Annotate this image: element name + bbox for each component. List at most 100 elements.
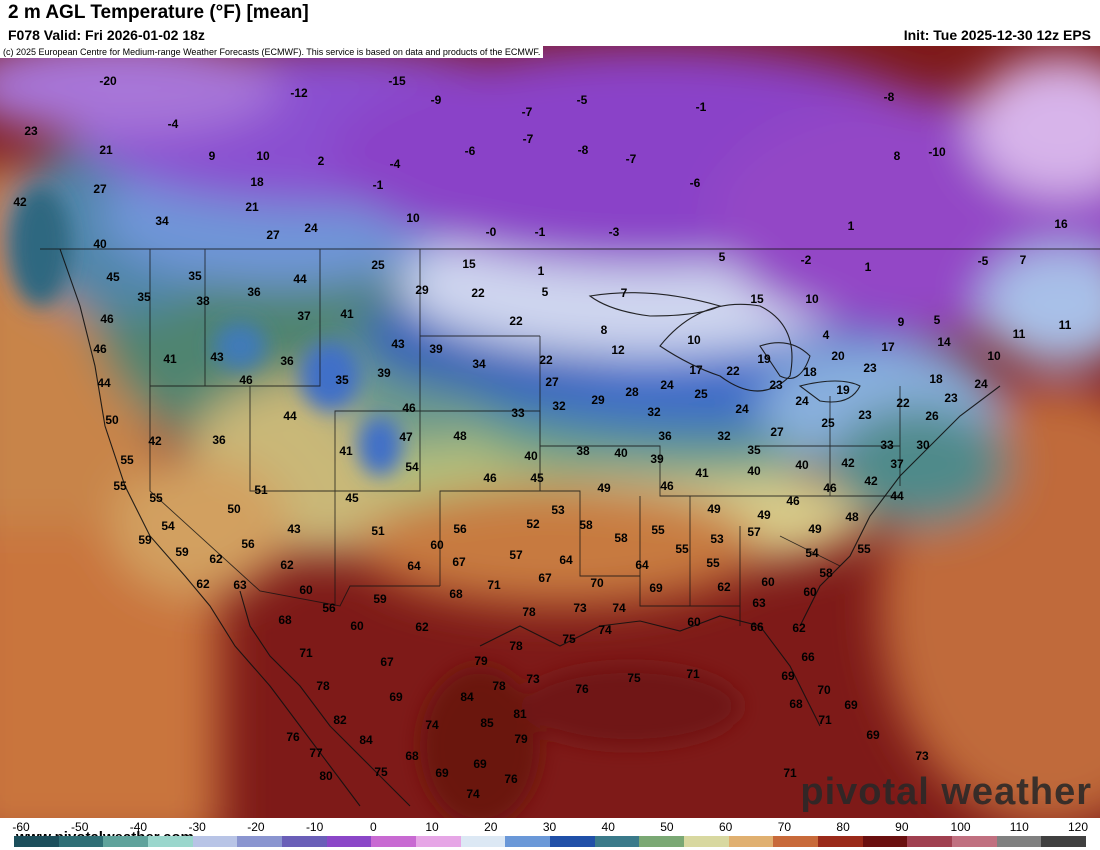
temperature-label: -3 — [608, 225, 620, 239]
temperature-label: 68 — [789, 697, 803, 711]
temperature-label: 78 — [509, 639, 523, 653]
temperature-label: 10 — [987, 349, 1001, 363]
temperature-label: 7 — [1019, 253, 1027, 267]
temperature-label: 35 — [188, 269, 202, 283]
temperature-label: 69 — [389, 690, 403, 704]
temperature-label: 66 — [750, 620, 764, 634]
temperature-label: 29 — [591, 393, 605, 407]
temperature-label: 15 — [462, 257, 476, 271]
temperature-label: 62 — [209, 552, 223, 566]
colorbar-swatch — [148, 836, 193, 847]
temperature-label: 38 — [576, 444, 590, 458]
temperature-label: 69 — [844, 698, 858, 712]
temperature-label: 41 — [339, 444, 353, 458]
temperature-label: 40 — [747, 464, 761, 478]
temperature-label: 4 — [822, 328, 830, 342]
temperature-label: 34 — [155, 214, 169, 228]
temperature-label: -6 — [689, 176, 701, 190]
colorbar-swatch — [505, 836, 551, 847]
temperature-label: 28 — [625, 385, 639, 399]
colorbar-tick: 110 — [1009, 820, 1029, 834]
temperature-label: 78 — [522, 605, 536, 619]
colorbar-swatch — [282, 836, 327, 847]
temperature-label: 68 — [278, 613, 292, 627]
temperature-label: 46 — [93, 342, 107, 356]
colorbar-swatch — [818, 836, 863, 847]
temperature-label: 67 — [452, 555, 466, 569]
colorbar-swatch — [907, 836, 953, 847]
temperature-label: 73 — [915, 749, 929, 763]
temperature-label: 22 — [471, 286, 485, 300]
valid-time: F078 Valid: Fri 2026-01-02 18z — [8, 27, 205, 43]
temperature-label: 71 — [686, 667, 700, 681]
temperature-label: 19 — [836, 383, 850, 397]
temperature-label: 60 — [299, 583, 313, 597]
temperature-label: 37 — [297, 309, 311, 323]
colorbar-swatch — [996, 836, 1042, 847]
colorbar-tick: 90 — [895, 820, 909, 834]
temperature-label: 32 — [717, 429, 731, 443]
temperature-label: 71 — [487, 578, 501, 592]
temperature-label: 45 — [530, 471, 544, 485]
temperature-label: 14 — [937, 335, 951, 349]
temperature-label: 60 — [687, 615, 701, 629]
temperature-label: 10 — [687, 333, 701, 347]
temperature-label: 80 — [319, 769, 333, 783]
temperature-label: 59 — [138, 533, 152, 547]
temperature-label: 46 — [483, 471, 497, 485]
colorbar-swatch — [594, 836, 640, 847]
temperature-label: 8 — [600, 323, 608, 337]
temperature-label: 50 — [227, 502, 241, 516]
temperature-label: 9 — [208, 149, 216, 163]
temperature-label: 36 — [658, 429, 672, 443]
temperature-label: 55 — [857, 542, 871, 556]
temperature-label: 62 — [717, 580, 731, 594]
temperature-label: 60 — [350, 619, 364, 633]
temperature-label: -10 — [928, 145, 946, 159]
temperature-label: 62 — [196, 577, 210, 591]
temperature-label: 11 — [1058, 318, 1072, 332]
temperature-map[interactable]: (c) 2025 European Centre for Medium-rang… — [0, 46, 1100, 818]
temperature-label: 57 — [747, 525, 761, 539]
temperature-label: 76 — [286, 730, 300, 744]
temperature-label: 23 — [769, 378, 783, 392]
colorbar-swatch — [58, 836, 104, 847]
temperature-label: 49 — [757, 508, 771, 522]
temperature-label: 25 — [821, 416, 835, 430]
temperature-label: 44 — [890, 489, 904, 503]
temperature-label: 75 — [562, 632, 576, 646]
temperature-label: -12 — [290, 86, 308, 100]
temperature-label: 27 — [266, 228, 280, 242]
temperature-label: -8 — [577, 143, 589, 157]
temperature-label: 5 — [541, 285, 549, 299]
temperature-label: 56 — [241, 537, 255, 551]
temperature-label: 58 — [614, 531, 628, 545]
temperature-label: 82 — [333, 713, 347, 727]
temperature-label: -4 — [389, 157, 401, 171]
temperature-label: 58 — [579, 518, 593, 532]
temperature-label: 9 — [897, 315, 905, 329]
colorbar-swatch — [371, 836, 417, 847]
temperature-label: 18 — [929, 372, 943, 386]
temperature-label: 49 — [808, 522, 822, 536]
temperature-label: 63 — [233, 578, 247, 592]
temperature-label: 23 — [24, 124, 38, 138]
temperature-label: 74 — [425, 718, 439, 732]
temperature-label: 29 — [415, 283, 429, 297]
temperature-label: 40 — [614, 446, 628, 460]
temperature-label: -6 — [464, 144, 476, 158]
temperature-label: 60 — [803, 585, 817, 599]
colorbar-swatch — [952, 836, 997, 847]
temperature-label: 10 — [256, 149, 270, 163]
temperature-label: 40 — [524, 449, 538, 463]
temperature-label: 42 — [148, 434, 162, 448]
temperature-label: 23 — [858, 408, 872, 422]
temperature-label: 45 — [345, 491, 359, 505]
temperature-label: 55 — [675, 542, 689, 556]
colorbar-tick: 50 — [660, 820, 674, 834]
temperature-label: 19 — [757, 352, 771, 366]
colorbar-tick: 0 — [369, 820, 377, 834]
map-title: 2 m AGL Temperature (°F) [mean] — [8, 2, 309, 23]
temperature-label: -15 — [388, 74, 406, 88]
temperature-label: 67 — [380, 655, 394, 669]
